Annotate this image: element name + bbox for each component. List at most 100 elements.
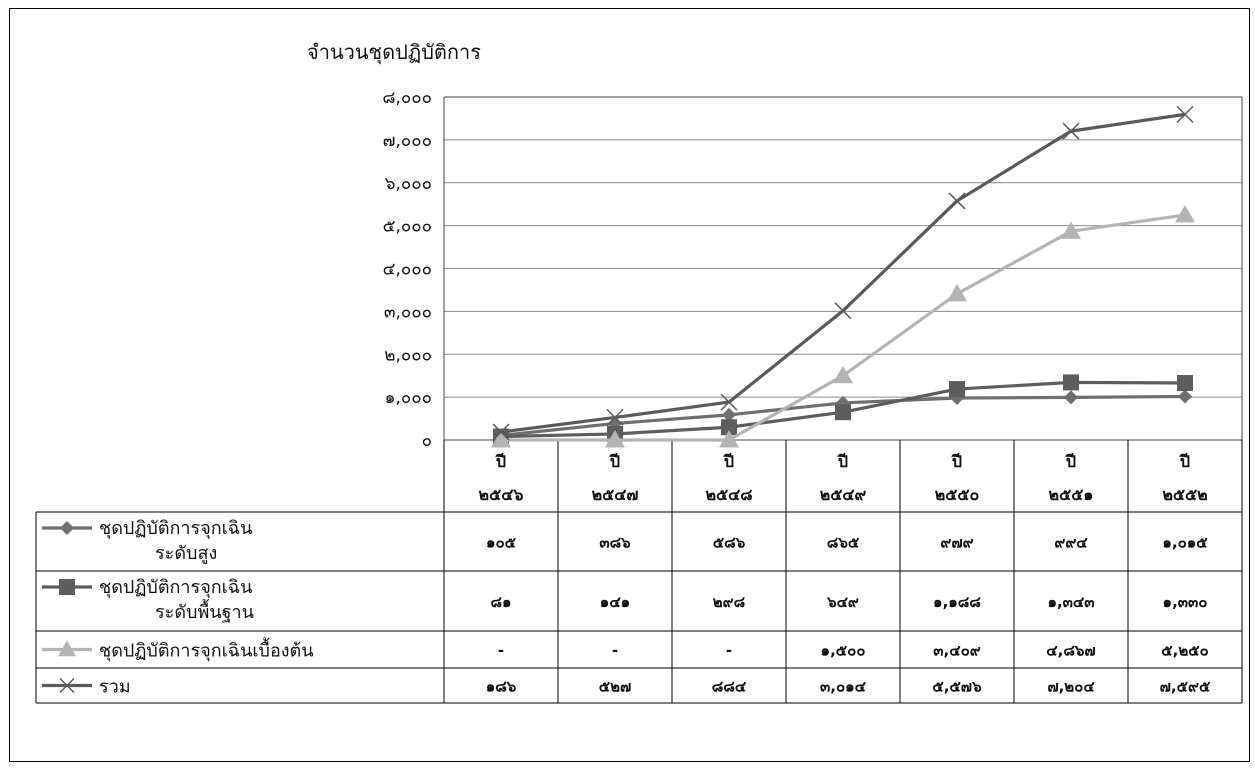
data-point-marker (1178, 389, 1192, 404)
data-point-marker (492, 423, 510, 441)
data-point-marker (835, 404, 851, 421)
data-label: ๓,๔๐๙ (933, 642, 980, 660)
gridlines (443, 96, 1243, 441)
series-legend-labels: ชุดปฏิบัติการจุกเฉินระดับสูงชุดปฏิบัติกา… (42, 518, 314, 698)
data-point-marker (720, 393, 738, 411)
data-label: ๙๗๙ (940, 534, 973, 552)
data-point-marker (605, 430, 625, 448)
data-point-marker (833, 365, 853, 384)
data-point-marker (1176, 105, 1194, 123)
data-label: ๓,๐๑๔ (820, 678, 867, 696)
data-label: - (612, 642, 618, 660)
data-point-marker (722, 407, 736, 422)
series-name-label: ชุดปฏิบัติการจุกเฉิน (99, 577, 252, 598)
x-marker-stroke (720, 393, 738, 411)
category-label-line2: ๒๕๕๐ (935, 485, 980, 504)
x-marker-stroke (834, 302, 852, 320)
data-label: ๓๘๖ (599, 534, 631, 552)
category-label-line2: ๒๕๕๑ (1049, 485, 1094, 504)
data-label: ๕๘๖ (713, 534, 746, 552)
series-name-label: ชุดปฏิบัติการจุกเฉินเบื้องต้น (99, 638, 314, 662)
data-label: ๖๔๙ (826, 593, 859, 611)
series-name-label: ระดับสูง (155, 543, 217, 564)
category-label-line2: ๒๕๕๒ (1162, 485, 1207, 504)
data-point-marker (1063, 374, 1079, 391)
data-label: ๗,๒๐๔ (1047, 678, 1095, 696)
data-point-marker (834, 302, 852, 320)
category-label-line1: ปี (837, 452, 849, 471)
y-tick-label: ๖,๐๐๐ (385, 174, 432, 194)
x-marker-stroke (1176, 105, 1194, 123)
data-labels: ๑๐๕ ๓๘๖ ๕๘๖ ๘๖๕ ๙๗๙ ๙๙๔ ๑,๐๑๕๘๑ ๑๔๑ ๒๙๘ ๖๔๙ ๑,๑๘๘๑… (486, 534, 1211, 696)
chart-frame: ๐ ๑,๐๐๐ ๒,๐๐๐ ๓,๐๐๐ ๔,๐๐๐ ๕,๐๐๐ ๖,๐๐๐ ๗,๐๐๐ ๘,๐๐… (9, 8, 1250, 762)
category-label-line2: ๒๕๔๖ (479, 485, 524, 504)
category-label-line1: ปี (723, 452, 735, 471)
y-tick-labels: ๐ ๑,๐๐๐ ๒,๐๐๐ ๓,๐๐๐ ๔,๐๐๐ ๕,๐๐๐ ๖,๐๐๐ ๗,๐๐๐ ๘,๐๐… (382, 88, 432, 451)
data-label: ๘๑ (490, 593, 511, 611)
data-label: ๑,๕๐๐ (821, 642, 866, 660)
data-label: ๑๘๖ (486, 678, 517, 696)
y-tick-label: ๒,๐๐๐ (384, 345, 432, 365)
data-label: ๑๔๑ (600, 593, 630, 611)
legend-key-marker (59, 677, 75, 694)
data-point-marker (949, 381, 965, 398)
data-label: ๘๖๕ (827, 534, 860, 552)
data-point-marker (1177, 374, 1193, 391)
category-labels: ปี๒๕๔๖ ปี๒๕๔๗ ปี๒๕๔๘ ปี๒๕๔๙ ปี๒๕๕๐ ปี๒๕๕๑ ปี๒๕… (479, 452, 1208, 504)
data-label: ๑,๐๑๕ (1162, 534, 1208, 552)
data-point-marker (491, 430, 511, 448)
x-marker-stroke (59, 677, 75, 694)
data-point-marker (721, 419, 737, 436)
data-label: ๕,๕๗๖ (932, 678, 982, 696)
legend-key-marker (60, 521, 74, 535)
category-label-line1: ปี (495, 452, 507, 471)
data-label: ๕,๒๕๐ (1161, 642, 1208, 660)
series-name-label: ระดับพื้นฐาน (155, 599, 254, 623)
data-point-marker (1175, 204, 1195, 223)
y-tick-label: ๕,๐๐๐ (383, 217, 432, 237)
data-point-marker (719, 430, 739, 448)
series-line (500, 112, 1186, 434)
x-marker-stroke (606, 408, 624, 426)
y-tick-label: ๑,๐๐๐ (385, 388, 432, 408)
category-label-line1: ปี (1179, 452, 1191, 471)
x-marker-stroke (1062, 122, 1080, 140)
data-label: ๗,๕๙๕ (1160, 678, 1211, 696)
data-label: ๔,๘๖๗ (1046, 642, 1095, 660)
data-label: - (498, 642, 504, 660)
y-tick-label: ๐ (422, 431, 432, 451)
data-label: ๑,๑๘๘ (933, 593, 981, 611)
data-point-marker (1061, 221, 1081, 239)
data-label: ๙๙๔ (1054, 534, 1088, 552)
legend-key-marker (58, 640, 76, 657)
category-label-line1: ปี (609, 452, 621, 471)
data-point-marker (948, 192, 966, 210)
y-tick-label: ๗,๐๐๐ (383, 131, 432, 151)
data-label: - (726, 642, 732, 660)
data-label: ๘๘๔ (712, 678, 747, 696)
x-marker-stroke (492, 423, 510, 441)
y-tick-label: ๔,๐๐๐ (383, 260, 432, 280)
legend-key-marker (59, 579, 75, 595)
data-label: ๑,๓๔๓ (1047, 593, 1094, 611)
data-label: ๒๙๘ (713, 593, 746, 611)
data-point-marker (1062, 122, 1080, 140)
category-label-line2: ๒๕๔๙ (820, 485, 867, 504)
y-tick-label: ๘,๐๐๐ (382, 88, 432, 108)
data-label: ๕๒๗ (599, 678, 632, 696)
data-point-marker (1064, 390, 1078, 405)
data-label: ๑,๓๓๐ (1163, 593, 1208, 611)
data-point-marker (947, 283, 967, 302)
line-chart-with-data-table: ๐ ๑,๐๐๐ ๒,๐๐๐ ๓,๐๐๐ ๔,๐๐๐ ๕,๐๐๐ ๖,๐๐๐ ๗,๐๐๐ ๘,๐๐… (35, 40, 1243, 704)
data-point-marker (606, 408, 624, 426)
data-label: ๑๐๕ (486, 534, 517, 552)
category-label-line1: ปี (1065, 452, 1077, 471)
y-tick-label: ๓,๐๐๐ (384, 302, 432, 322)
data-table (35, 440, 1243, 704)
series-name-label: รวม (99, 677, 131, 698)
category-label-line2: ๒๕๔๘ (705, 485, 752, 504)
x-marker-stroke (948, 192, 966, 210)
y-axis-label: จำนวนชุดปฏิบัติการ (307, 40, 481, 65)
category-label-line1: ปี (951, 452, 963, 471)
series-name-label: ชุดปฏิบัติการจุกเฉิน (99, 518, 252, 539)
